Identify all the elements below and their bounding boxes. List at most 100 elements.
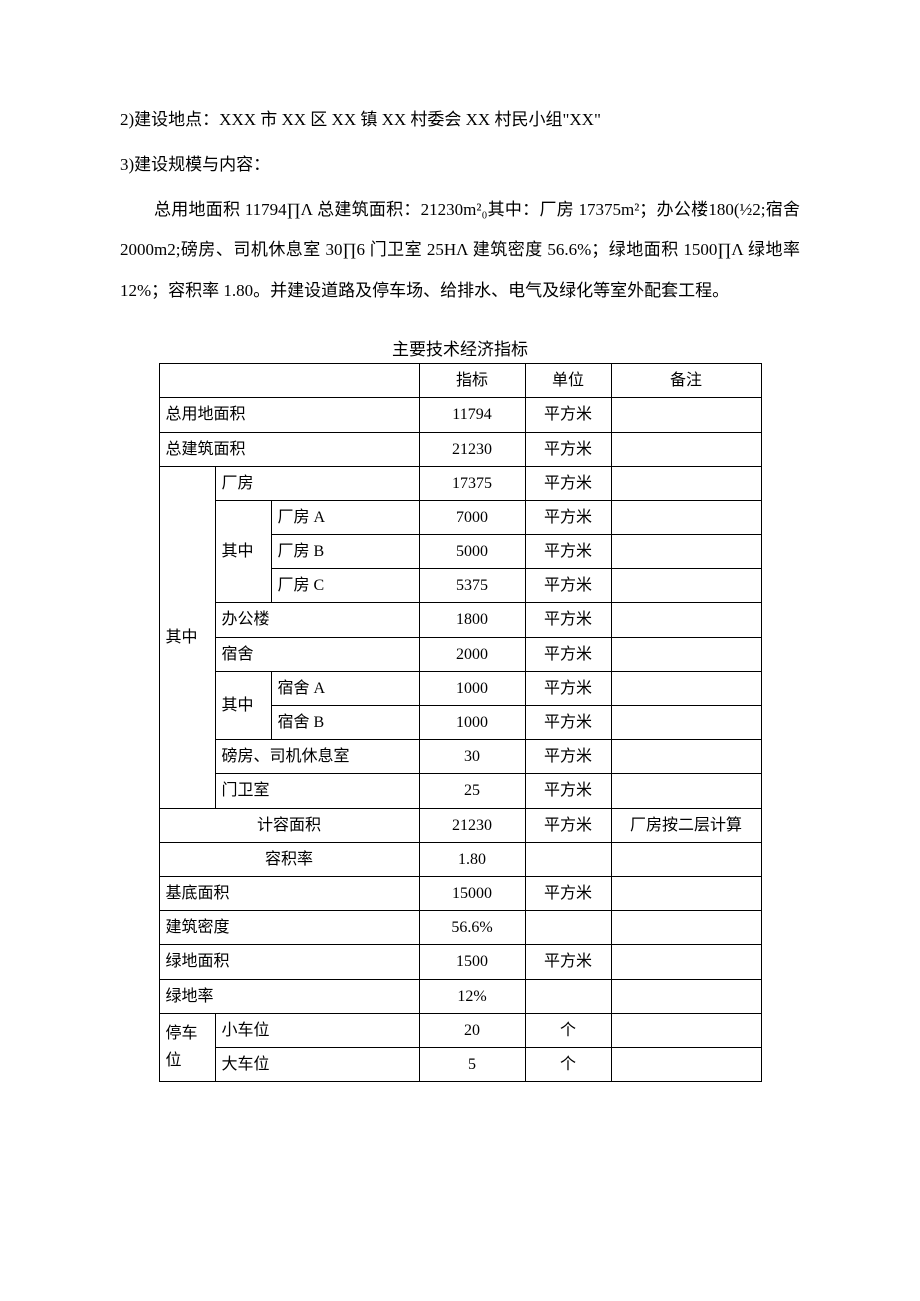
row-label: 绿地面积 [159,945,419,979]
row-unit [525,979,611,1013]
table-row: 计容面积 21230 平方米 厂房按二层计算 [159,808,761,842]
row-value: 21230 [419,432,525,466]
row-label: 厂房 B [271,535,419,569]
indicators-table: 指标 单位 备注 总用地面积 11794 平方米 总建筑面积 21230 平方米… [159,363,762,1082]
row-unit: 平方米 [525,569,611,603]
row-remark [611,842,761,876]
row-remark [611,398,761,432]
row-label: 宿舍 [215,637,419,671]
row-value: 2000 [419,637,525,671]
table-row: 其中 厂房 A 7000 平方米 [159,500,761,534]
row-unit [525,842,611,876]
row-value: 5 [419,1047,525,1081]
row-remark [611,911,761,945]
row-label: 宿舍 A [271,671,419,705]
row-label: 办公楼 [215,603,419,637]
table-row: 总用地面积 11794 平方米 [159,398,761,432]
row-label: 磅房、司机休息室 [215,740,419,774]
table-row: 其中 宿舍 A 1000 平方米 [159,671,761,705]
row-remark [611,1047,761,1081]
row-unit: 平方米 [525,808,611,842]
row-unit: 个 [525,1013,611,1047]
table-row: 建筑密度 56.6% [159,911,761,945]
header-indicator: 指标 [419,364,525,398]
row-unit: 平方米 [525,876,611,910]
row-value: 1500 [419,945,525,979]
table-row: 容积率 1.80 [159,842,761,876]
row-group-label: 其中 [215,500,271,603]
row-remark [611,432,761,466]
row-label: 绿地率 [159,979,419,1013]
row-remark [611,569,761,603]
row-label: 基底面积 [159,876,419,910]
row-label: 总建筑面积 [159,432,419,466]
row-value: 30 [419,740,525,774]
row-label: 总用地面积 [159,398,419,432]
row-unit: 平方米 [525,637,611,671]
row-unit: 平方米 [525,466,611,500]
row-value: 1000 [419,671,525,705]
row-remark [611,1013,761,1047]
row-label: 建筑密度 [159,911,419,945]
row-unit: 平方米 [525,398,611,432]
paragraph-scope-heading: 3)建设规模与内容： [120,145,800,186]
paragraph-scope-body: 总用地面积 11794∏Λ 总建筑面积：21230m²₀其中：厂房 17375m… [120,190,800,312]
row-value: 7000 [419,500,525,534]
table-row: 绿地率 12% [159,979,761,1013]
row-group-label: 其中 [159,466,215,808]
row-value: 11794 [419,398,525,432]
row-label: 厂房 C [271,569,419,603]
row-value: 5000 [419,535,525,569]
row-remark [611,603,761,637]
table-row: 基底面积 15000 平方米 [159,876,761,910]
row-remark [611,740,761,774]
row-remark [611,979,761,1013]
row-value: 1000 [419,706,525,740]
row-label: 小车位 [215,1013,419,1047]
row-value: 1.80 [419,842,525,876]
row-remark: 厂房按二层计算 [611,808,761,842]
table-row: 总建筑面积 21230 平方米 [159,432,761,466]
table-row: 其中 厂房 17375 平方米 [159,466,761,500]
row-unit: 平方米 [525,500,611,534]
table-title: 主要技术经济指标 [120,336,800,363]
row-label: 容积率 [159,842,419,876]
row-remark [611,500,761,534]
row-remark [611,774,761,808]
table-row: 大车位 5 个 [159,1047,761,1081]
row-label: 计容面积 [159,808,419,842]
table-header-row: 指标 单位 备注 [159,364,761,398]
row-group-label: 停车位 [159,1013,215,1081]
row-value: 17375 [419,466,525,500]
header-remark: 备注 [611,364,761,398]
row-value: 15000 [419,876,525,910]
table-row: 门卫室 25 平方米 [159,774,761,808]
row-unit: 平方米 [525,740,611,774]
row-remark [611,876,761,910]
table-row: 办公楼 1800 平方米 [159,603,761,637]
row-label: 厂房 A [271,500,419,534]
row-unit: 平方米 [525,671,611,705]
row-value: 56.6% [419,911,525,945]
row-value: 25 [419,774,525,808]
row-unit: 平方米 [525,432,611,466]
row-value: 1800 [419,603,525,637]
row-unit: 平方米 [525,535,611,569]
row-value: 20 [419,1013,525,1047]
row-remark [611,466,761,500]
row-remark [611,671,761,705]
row-value: 21230 [419,808,525,842]
row-label: 宿舍 B [271,706,419,740]
table-row: 磅房、司机休息室 30 平方米 [159,740,761,774]
row-unit: 平方米 [525,945,611,979]
row-label: 大车位 [215,1047,419,1081]
row-remark [611,637,761,671]
row-unit: 平方米 [525,706,611,740]
table-row: 停车位 小车位 20 个 [159,1013,761,1047]
header-unit: 单位 [525,364,611,398]
row-value: 5375 [419,569,525,603]
row-unit [525,911,611,945]
table-row: 绿地面积 1500 平方米 [159,945,761,979]
row-group-label: 其中 [215,671,271,739]
header-blank [159,364,419,398]
